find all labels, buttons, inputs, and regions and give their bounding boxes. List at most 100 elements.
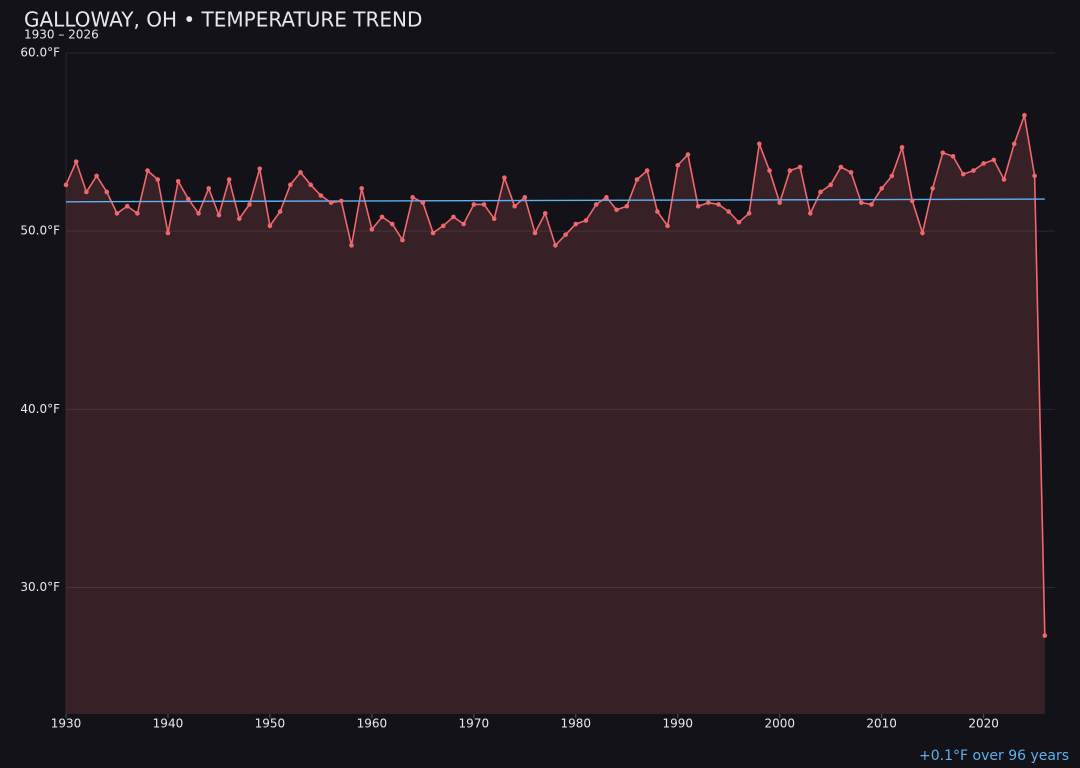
point (1022, 113, 1027, 118)
point (135, 211, 140, 216)
point (461, 221, 466, 227)
point (471, 202, 477, 207)
point (940, 150, 946, 156)
x-tick-label: 1930 (51, 717, 82, 731)
chart-title: GALLOWAY, OH • TEMPERATURE TREND (24, 8, 422, 32)
point (226, 177, 232, 182)
x-tick-label: 1990 (662, 717, 693, 731)
point (838, 164, 844, 170)
point (797, 164, 803, 170)
point (389, 221, 395, 227)
point (308, 182, 314, 188)
point (420, 200, 426, 205)
point (277, 209, 283, 214)
point (665, 223, 670, 229)
point (573, 221, 579, 227)
x-tick-label: 2000 (764, 717, 795, 731)
point (614, 207, 619, 213)
point (583, 218, 589, 223)
point (196, 211, 201, 216)
point (726, 209, 732, 214)
x-tick-label: 1980 (561, 717, 592, 731)
point (369, 227, 375, 232)
point (1032, 173, 1037, 179)
point (114, 211, 120, 216)
point (706, 200, 711, 205)
point (104, 189, 110, 195)
point (491, 216, 497, 221)
point (960, 171, 966, 177)
point (237, 216, 242, 221)
x-tick-label: 1960 (357, 717, 388, 731)
point (909, 198, 915, 204)
point (532, 230, 538, 236)
chart-subtitle: 1930 – 2026 (24, 28, 99, 42)
y-tick-label: 30.0°F (20, 580, 60, 594)
point (634, 177, 640, 182)
point (1011, 141, 1017, 147)
point (920, 230, 925, 236)
point (318, 193, 324, 198)
point (563, 232, 568, 238)
point (542, 211, 548, 216)
point (410, 195, 415, 200)
point (675, 162, 681, 168)
point (165, 230, 171, 236)
y-tick-label: 50.0°F (20, 224, 60, 238)
point (84, 189, 89, 195)
point (124, 203, 130, 209)
point (777, 200, 783, 205)
point (288, 182, 293, 188)
point (481, 202, 487, 207)
point (1042, 633, 1048, 638)
point (247, 202, 252, 207)
point (736, 219, 742, 225)
point (848, 170, 854, 175)
point (655, 209, 660, 214)
point (522, 195, 528, 200)
point (440, 223, 446, 229)
point (502, 175, 507, 181)
point (869, 202, 874, 207)
point (155, 177, 161, 182)
point (338, 198, 344, 204)
point (624, 203, 630, 209)
point (63, 182, 69, 188)
point (807, 211, 813, 216)
point (899, 145, 905, 150)
point (930, 186, 935, 191)
point (593, 202, 599, 207)
trend-line (65, 198, 1045, 203)
point (359, 186, 364, 191)
point (512, 203, 517, 209)
point (451, 214, 456, 220)
area (66, 115, 1045, 714)
point (145, 168, 150, 173)
point (757, 141, 762, 147)
y-tick-label: 40.0°F (20, 402, 60, 416)
x-tick-label: 2020 (968, 717, 999, 731)
point (186, 196, 191, 202)
point (879, 186, 884, 191)
point (787, 168, 793, 173)
point (430, 230, 436, 236)
point (267, 223, 273, 229)
point (349, 243, 354, 248)
annotation: +0.1°F over 96 years (919, 748, 1069, 764)
point (950, 154, 956, 159)
x-tick-label: 1940 (153, 717, 184, 731)
point (216, 212, 222, 218)
point (73, 159, 79, 164)
point (716, 202, 721, 207)
x-tick-label: 1970 (459, 717, 490, 731)
point (175, 178, 181, 184)
point (206, 186, 212, 191)
point (746, 211, 752, 216)
point (858, 200, 864, 205)
point (644, 168, 650, 173)
point (981, 161, 986, 166)
point (553, 243, 558, 248)
point (685, 152, 691, 157)
